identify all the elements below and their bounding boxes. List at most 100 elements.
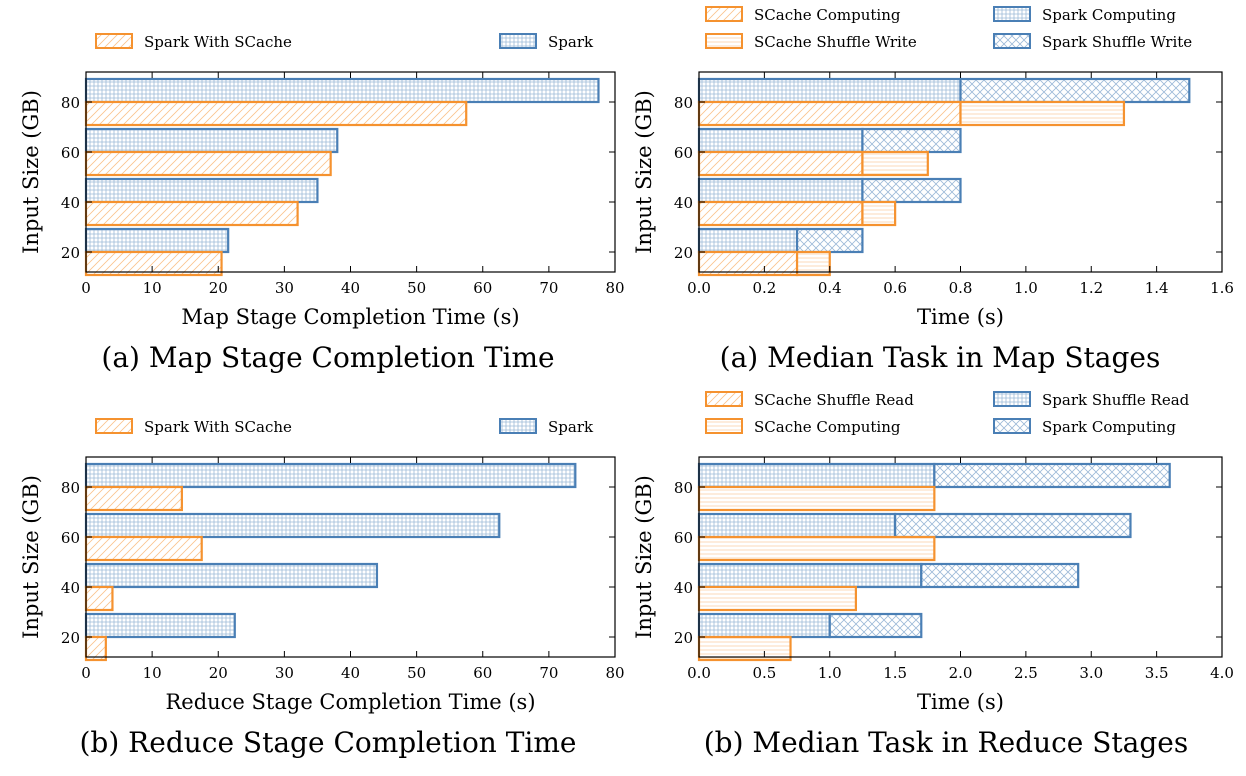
x-tick-label: 80	[605, 279, 624, 297]
y-tick-label: 20	[61, 244, 80, 262]
legend-swatch	[993, 391, 1031, 407]
bar-spark-computing-42	[933, 462, 1171, 489]
legend-label: Spark	[548, 33, 594, 51]
bar-scache-computing-14	[697, 200, 864, 227]
legend-label: Spark	[548, 418, 594, 436]
bar-spark-shuffle-read-35	[697, 562, 923, 589]
y-axis-label: Input Size (GB)	[632, 475, 656, 639]
bar-spark-computing-33	[828, 612, 923, 639]
y-axis-label: Input Size (GB)	[19, 90, 43, 254]
bar-spark-with-scache-31	[84, 485, 183, 512]
bar-spark-shuffle-read-41	[697, 462, 936, 489]
x-tick-label: 30	[275, 664, 294, 682]
legend-label: Spark With SCache	[144, 33, 292, 51]
x-axis-label: Time (s)	[917, 305, 1004, 329]
x-tick-label: 0	[81, 279, 91, 297]
y-tick-label: 40	[674, 579, 693, 597]
x-tick-label: 10	[143, 279, 162, 297]
bar-scache-computing-18	[697, 150, 864, 177]
x-tick-label: 20	[209, 279, 228, 297]
y-tick-label: 20	[61, 629, 80, 647]
bar-spark-4	[84, 127, 339, 154]
x-tick-label: 70	[539, 664, 558, 682]
x-tick-label: 0.6	[883, 279, 907, 297]
legend-swatch	[993, 6, 1031, 22]
x-tick-label: 2.0	[949, 664, 973, 682]
legend-label: SCache Shuffle Write	[754, 33, 917, 51]
bar-spark-2	[84, 177, 319, 204]
bar-spark-computing-16	[697, 127, 864, 154]
x-axis-label: Map Stage Completion Time (s)	[181, 305, 519, 329]
x-axis-label: Reduce Stage Completion Time (s)	[165, 690, 535, 714]
x-tick-label: 4.0	[1210, 664, 1234, 682]
y-tick-label: 60	[674, 529, 693, 547]
bar-spark-with-scache-27	[84, 585, 114, 612]
x-tick-label: 30	[275, 279, 294, 297]
y-tick-label: 80	[61, 479, 80, 497]
legend-swatch	[499, 33, 537, 49]
legend-label: Spark Computing	[1042, 418, 1176, 436]
y-tick-label: 80	[674, 479, 693, 497]
bar-spark-6	[84, 77, 600, 104]
x-tick-label: 50	[407, 664, 426, 682]
legend-swatch	[499, 418, 537, 434]
legend-label: Spark Computing	[1042, 6, 1176, 24]
x-tick-label: 3.5	[1145, 664, 1169, 682]
chart-4: 0.0 0.5 1.0 1.5 2.0 2.5 3.0 3.5 4.0 20 40 60 80 Time …	[632, 391, 1234, 759]
x-tick-label: 0.8	[949, 279, 973, 297]
x-tick-label: 0.2	[752, 279, 776, 297]
y-axis-label: Input Size (GB)	[632, 90, 656, 254]
x-tick-label: 70	[539, 279, 558, 297]
y-tick-label: 60	[61, 529, 80, 547]
legend-label: SCache Computing	[754, 418, 901, 436]
bar-spark-computing-36	[920, 562, 1080, 589]
y-tick-label: 60	[674, 144, 693, 162]
bar-scache-computing-22	[697, 100, 962, 127]
x-tick-label: 0.0	[687, 279, 711, 297]
x-tick-label: 3.0	[1079, 664, 1103, 682]
bar-spark-24	[84, 612, 236, 639]
bar-scache-computing-43	[697, 485, 936, 512]
x-tick-label: 0.0	[687, 664, 711, 682]
legend-swatch	[95, 418, 133, 434]
bar-spark-shuffle-write-17	[861, 127, 962, 154]
bar-spark-computing-39	[894, 512, 1132, 539]
bar-scache-shuffle-write-15	[861, 200, 897, 227]
bar-spark-shuffle-write-9	[795, 227, 864, 254]
x-tick-label: 60	[473, 664, 492, 682]
bar-spark-28	[84, 512, 501, 539]
y-axis-label: Input Size (GB)	[19, 475, 43, 639]
y-tick-label: 60	[61, 144, 80, 162]
bar-spark-with-scache-3	[84, 200, 299, 227]
x-tick-label: 10	[143, 664, 162, 682]
x-tick-label: 20	[209, 664, 228, 682]
legend-label: Spark With SCache	[144, 418, 292, 436]
y-tick-label: 40	[61, 194, 80, 212]
y-tick-label: 40	[61, 579, 80, 597]
bar-scache-computing-37	[697, 585, 857, 612]
x-tick-label: 40	[341, 279, 360, 297]
legend-swatch	[705, 391, 743, 407]
x-tick-label: 0.5	[752, 664, 776, 682]
bar-spark-with-scache-5	[84, 150, 332, 177]
bar-spark-shuffle-read-32	[697, 612, 831, 639]
y-tick-label: 20	[674, 244, 693, 262]
chart-3: 0 10 20 30 40 50 60 70 80 20 40 60 80 Reduce Stage Co…	[19, 418, 625, 759]
x-tick-label: 1.6	[1210, 279, 1234, 297]
bar-spark-computing-12	[697, 177, 864, 204]
legend-swatch	[705, 6, 743, 22]
x-tick-label: 1.4	[1145, 279, 1169, 297]
chart-caption: (a) Median Task in Map Stages	[720, 341, 1161, 374]
legend-swatch	[993, 33, 1031, 49]
x-axis-label: Time (s)	[917, 690, 1004, 714]
chart-caption: (a) Map Stage Completion Time	[101, 341, 554, 374]
bar-spark-30	[84, 462, 577, 489]
y-tick-label: 40	[674, 194, 693, 212]
chart-caption: (b) Median Task in Reduce Stages	[704, 726, 1189, 759]
legend-swatch	[95, 33, 133, 49]
legend-label: SCache Shuffle Read	[754, 391, 914, 409]
x-tick-label: 2.5	[1014, 664, 1038, 682]
y-tick-label: 20	[674, 629, 693, 647]
x-tick-label: 50	[407, 279, 426, 297]
bar-scache-shuffle-write-11	[795, 250, 831, 277]
